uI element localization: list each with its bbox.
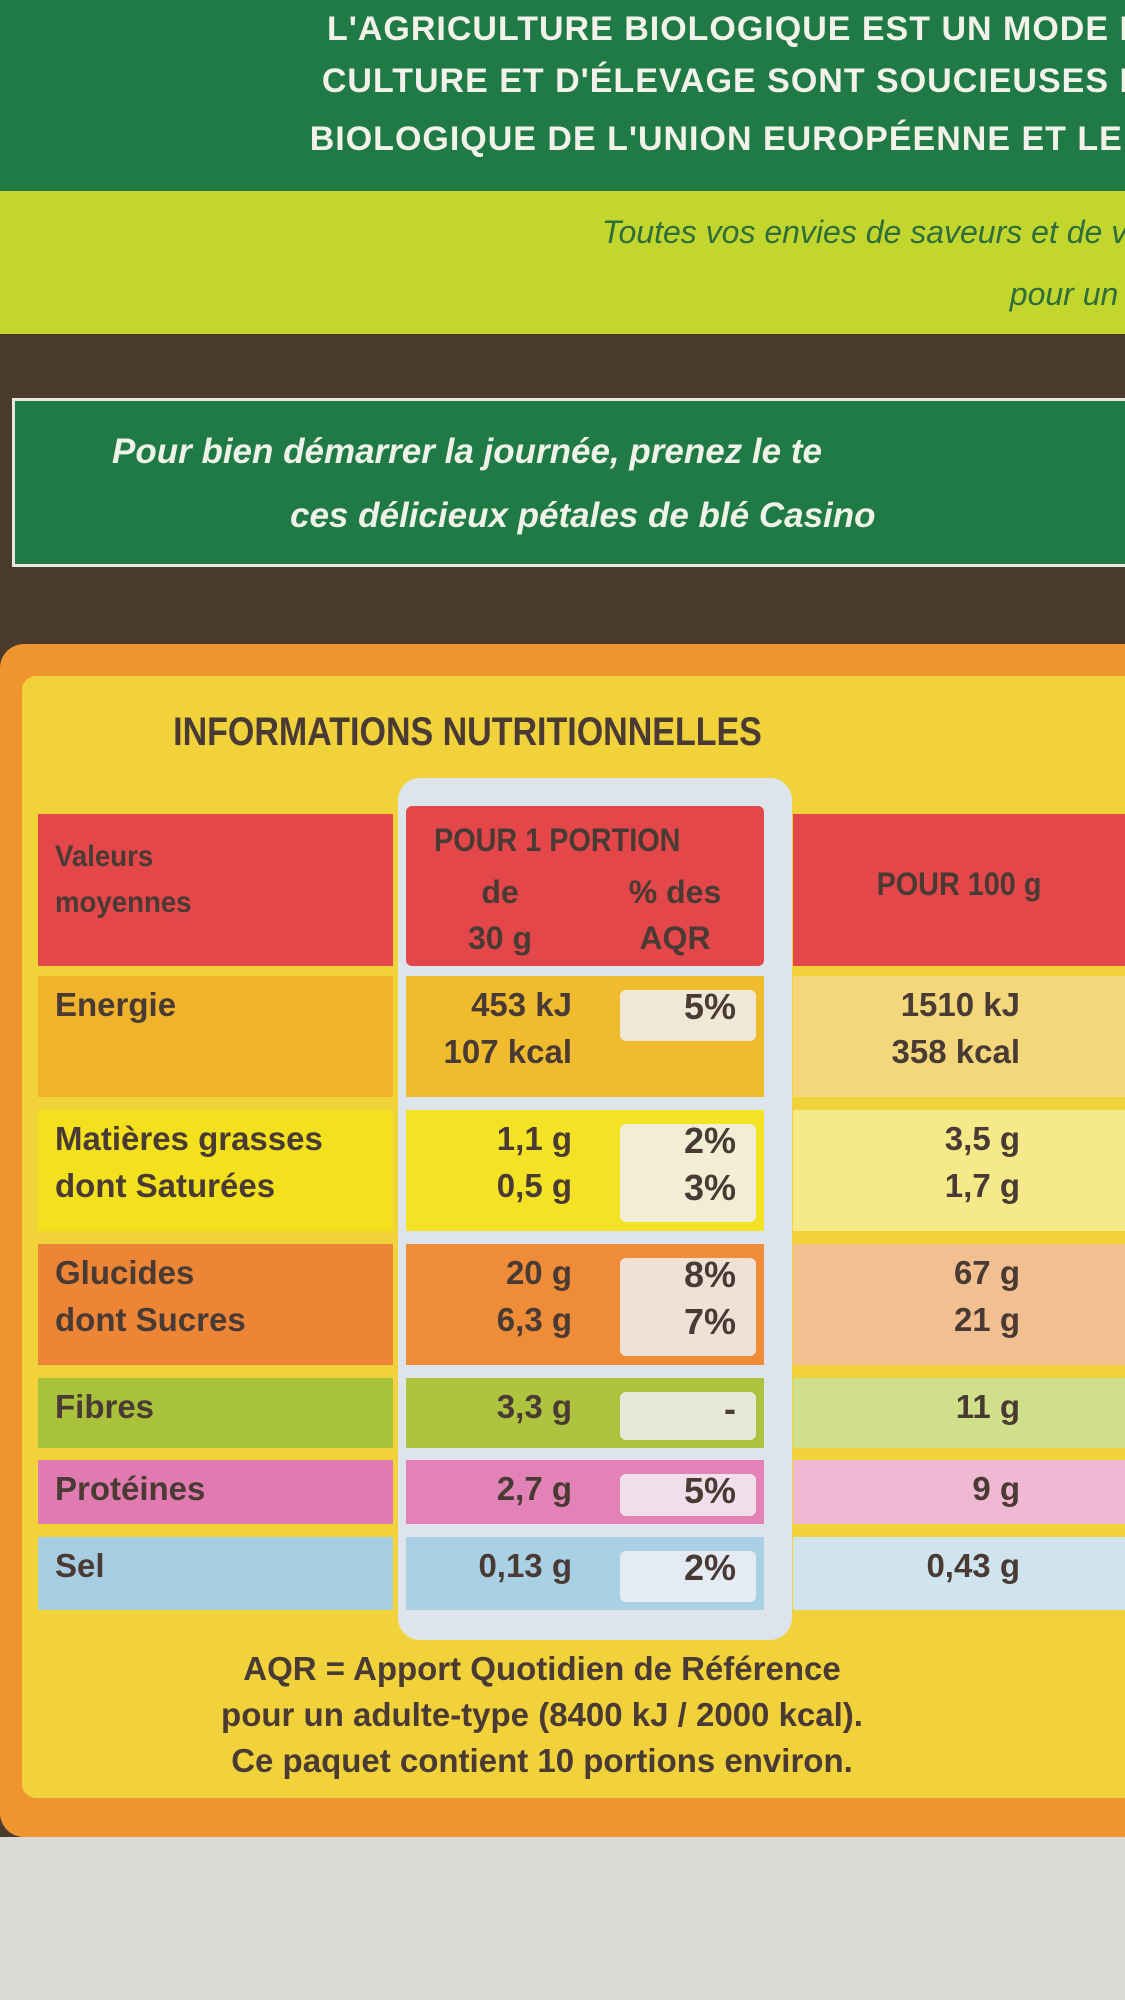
head-portion: POUR 1 PORTION (434, 822, 681, 858)
row-per100-cell (793, 1537, 1125, 1610)
row-per100-cell (793, 1244, 1125, 1365)
footer-line: Ce paquet contient 10 portions environ. (231, 1742, 853, 1779)
header-line: BIOLOGIQUE DE L'UNION EUROPÉENNE ET LE L (309, 120, 1125, 158)
header-line: L'AGRICULTURE BIOLOGIQUE EST UN MODE D (326, 10, 1125, 48)
row-per100-cell (793, 976, 1125, 1097)
row-label-cell (38, 1378, 393, 1448)
row-per100: 11 g (955, 1388, 1020, 1425)
head-label: moyennes (55, 886, 192, 919)
row-label-cell (38, 1110, 393, 1231)
green-band (0, 0, 1125, 191)
row-per100: 9 g (972, 1470, 1020, 1507)
aqr-pill (620, 1258, 756, 1356)
head-label: Valeurs (55, 840, 154, 873)
row-label: dont Saturées (55, 1167, 276, 1204)
banner-line: ces délicieux pétales de blé Casino (290, 496, 876, 535)
row-portion: 1,1 g (496, 1120, 572, 1157)
footer-line: pour un adulte-type (8400 kJ / 2000 kcal… (221, 1696, 863, 1733)
row-label: Glucides (55, 1254, 195, 1291)
row-label: Matières grasses (55, 1120, 323, 1157)
row-portion: 0,5 g (496, 1167, 572, 1204)
row-label-cell (38, 976, 393, 1097)
aqr-pill (620, 1392, 756, 1440)
head-aqr-sub: % des (628, 874, 722, 910)
row-per100-cell (793, 1378, 1125, 1448)
row-aqr: 5% (683, 986, 736, 1027)
row-aqr: 7% (683, 1301, 736, 1342)
banner-box (12, 398, 1125, 567)
head-per100: POUR 100 g (876, 866, 1042, 902)
row-per100: 1,7 g (944, 1167, 1020, 1204)
aqr-pill (620, 1551, 756, 1602)
row-portion: 6,3 g (496, 1301, 572, 1338)
row-label: Sel (55, 1547, 105, 1584)
row-label-cell (38, 1537, 393, 1610)
row-label: Protéines (55, 1470, 206, 1507)
head-portion-sub: 30 g (467, 920, 533, 956)
row-label-cell (38, 1244, 393, 1365)
row-portion: 3,3 g (496, 1388, 572, 1425)
row-per100: 0,43 g (926, 1547, 1020, 1584)
row-per100-cell (793, 1110, 1125, 1231)
row-per100-cell (793, 1460, 1125, 1524)
tagline-line: pour un p (1009, 276, 1125, 312)
row-portion: 0,13 g (478, 1547, 572, 1584)
row-aqr: 2% (683, 1120, 736, 1161)
tagline-band (0, 191, 1125, 334)
row-per100: 21 g (953, 1301, 1020, 1338)
table-title: INFORMATIONS NUTRITIONNELLES (173, 710, 762, 754)
head-portion-sub: de (481, 874, 519, 910)
aqr-pill (620, 1474, 756, 1516)
row-label: Energie (55, 986, 177, 1023)
row-portion: 107 kcal (443, 1033, 572, 1070)
row-label: dont Sucres (55, 1301, 246, 1338)
head-cell (38, 814, 393, 966)
footer-line: AQR = Apport Quotidien de Référence (243, 1650, 841, 1687)
head-cell (793, 814, 1125, 966)
row-portion: 453 kJ (471, 986, 572, 1023)
row-per100: 3,5 g (944, 1120, 1020, 1157)
aqr-pill (620, 1124, 756, 1222)
header-line: CULTURE ET D'ÉLEVAGE SONT SOUCIEUSES D (321, 62, 1125, 100)
bottom-surface (0, 1837, 1125, 2000)
row-aqr: 2% (683, 1547, 736, 1588)
tagline-line: Toutes vos envies de saveurs et de va (601, 214, 1125, 250)
row-portion: 20 g (505, 1254, 572, 1291)
row-aqr: 3% (683, 1167, 736, 1208)
row-label: Fibres (55, 1388, 155, 1425)
row-aqr: 8% (683, 1254, 736, 1295)
row-per100: 1510 kJ (900, 986, 1020, 1023)
row-label-cell (38, 1460, 393, 1524)
row-portion: 2,7 g (496, 1470, 572, 1507)
row-per100: 67 g (953, 1254, 1020, 1291)
row-aqr: 5% (683, 1470, 736, 1511)
head-aqr-sub: AQR (639, 920, 711, 956)
row-per100: 358 kcal (891, 1033, 1020, 1070)
head-cell (406, 806, 764, 966)
banner-line: Pour bien démarrer la journée, prenez le… (112, 432, 822, 471)
row-aqr: - (724, 1388, 736, 1429)
aqr-pill (620, 990, 756, 1041)
